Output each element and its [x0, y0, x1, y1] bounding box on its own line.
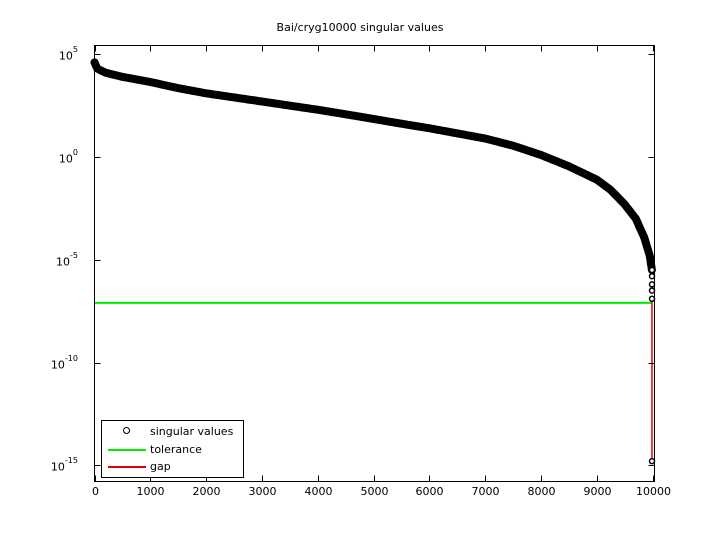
- data-point: [648, 281, 656, 288]
- x-tick-label: 5000: [360, 485, 389, 498]
- axis-ticks: [94, 45, 655, 482]
- singular-values-series: [90, 58, 656, 274]
- green-line-icon: [108, 449, 146, 451]
- data-point: [648, 457, 656, 465]
- y-tick-label: 100: [58, 147, 78, 166]
- circle-marker-icon: [123, 427, 130, 434]
- y-tick-label: 10-5: [56, 250, 78, 269]
- legend-item-singular-values: singular values: [102, 423, 243, 441]
- data-point: [648, 272, 656, 280]
- data-point: [648, 295, 656, 303]
- data-point: [648, 287, 656, 294]
- x-tick-label: 3000: [248, 485, 277, 498]
- x-tick-label: 1000: [136, 485, 165, 498]
- x-tick-label: 10000: [636, 485, 671, 498]
- x-tick-label: 7000: [471, 485, 500, 498]
- y-tick-label: 105: [58, 44, 78, 63]
- x-tick-label: 9000: [583, 485, 612, 498]
- axes-box: [94, 45, 655, 482]
- chart-title: Bai/cryg10000 singular values: [276, 21, 444, 34]
- red-line-icon: [108, 466, 146, 468]
- legend: singular values tolerance gap: [101, 420, 244, 478]
- x-tick-label: 8000: [527, 485, 556, 498]
- y-tick-label: 10-15: [50, 455, 78, 474]
- legend-item-gap: gap: [102, 458, 243, 476]
- x-tick-label: 0: [92, 485, 99, 498]
- x-tick-label: 2000: [192, 485, 221, 498]
- data-point: [648, 266, 656, 274]
- y-tick-label: 10-10: [50, 353, 78, 372]
- legend-item-tolerance: tolerance: [102, 441, 243, 459]
- x-tick-label: 6000: [415, 485, 444, 498]
- x-tick-label: 4000: [304, 485, 333, 498]
